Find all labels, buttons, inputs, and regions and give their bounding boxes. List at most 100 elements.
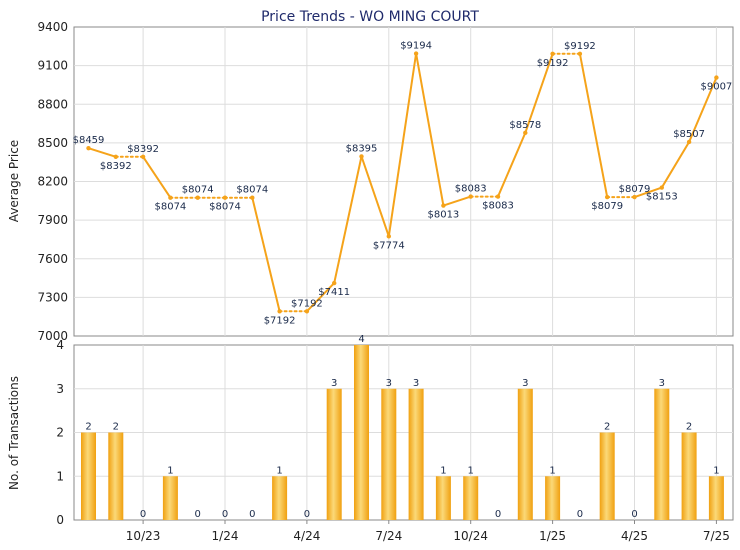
transaction-bar <box>545 476 561 520</box>
transaction-count-label: 3 <box>386 378 392 389</box>
transaction-bar <box>354 345 369 520</box>
transaction-bar <box>81 432 96 520</box>
transaction-bar <box>654 388 670 520</box>
transaction-count-label: 1 <box>167 465 173 476</box>
x-tick-label: 10/24 <box>453 529 488 543</box>
transaction-count-label: 3 <box>522 378 528 389</box>
price-y-tick-label: 8500 <box>37 136 68 150</box>
price-y-tick-label: 8200 <box>37 175 68 189</box>
price-point <box>659 185 664 190</box>
price-point <box>140 154 146 159</box>
price-series-points <box>86 51 719 314</box>
transaction-count-label: 1 <box>440 465 446 476</box>
transaction-bar <box>408 388 424 520</box>
price-point <box>714 75 719 80</box>
price-line-segment <box>524 52 554 134</box>
price-data-label: $8083 <box>455 184 487 195</box>
price-point <box>523 130 528 136</box>
transaction-bar <box>517 388 533 520</box>
transactions-bar-panel: 0 1 2 3 4 No. of Transactions 2 2 0 1 0 0 0 1 0 3 4 3 3 1… <box>7 334 734 543</box>
x-tick-label: 1/24 <box>212 529 239 543</box>
transaction-count-label: 0 <box>304 509 310 520</box>
transaction-count-label: 4 <box>358 334 364 345</box>
transaction-count-label: 3 <box>659 378 665 389</box>
price-point <box>468 194 473 199</box>
price-line-panel: 7000 7300 7600 7900 8200 8500 8800 9100 9400 Ave… <box>7 20 734 343</box>
price-line-segment <box>387 52 418 238</box>
price-y-tick-label: 7300 <box>37 290 68 304</box>
price-data-label: $8578 <box>509 120 541 131</box>
transaction-count-label: 0 <box>140 509 146 520</box>
price-y-tick-label: 7900 <box>37 213 68 227</box>
price-point <box>386 234 391 239</box>
price-line-segment <box>688 76 718 143</box>
price-point <box>332 280 337 286</box>
x-axis-ticks: 10/23 1/24 4/24 7/24 10/24 1/25 4/25 7/25 <box>126 520 730 543</box>
transactions-y-tick-label: 0 <box>56 513 64 527</box>
x-tick-label: 4/25 <box>621 529 648 543</box>
transaction-count-label: 1 <box>549 465 555 476</box>
x-tick-label: 4/24 <box>293 529 320 543</box>
price-point <box>250 195 255 200</box>
price-line-segment <box>442 195 472 207</box>
price-point <box>195 195 200 200</box>
price-data-label: $9194 <box>400 41 432 52</box>
price-data-label: $8074 <box>154 202 186 213</box>
price-line-segment <box>251 196 281 313</box>
price-y-tick-label: 7600 <box>37 252 68 266</box>
transactions-y-tick-label: 3 <box>56 382 64 396</box>
price-data-label: $7774 <box>373 240 405 251</box>
price-data-label: $8013 <box>427 210 459 221</box>
transactions-y-axis-ticks: 0 1 2 3 4 <box>56 338 64 527</box>
transaction-bar <box>435 476 451 520</box>
transaction-count-label: 2 <box>686 422 692 433</box>
price-point <box>550 51 555 56</box>
price-line-segment <box>87 147 117 158</box>
price-y-tick-label: 7000 <box>37 329 68 343</box>
price-data-label: $8074 <box>182 185 214 196</box>
price-point <box>686 139 692 145</box>
x-tick-label: 7/25 <box>703 529 730 543</box>
price-line-segment <box>142 155 172 199</box>
price-point <box>359 154 364 159</box>
price-data-labels: $8459 $8392 $8392 $8074 $8074 $8074 $8074 $7192… <box>73 41 733 327</box>
price-y-axis-ticks: 7000 7300 7600 7900 8200 8500 8800 9100 9400 <box>37 20 68 343</box>
price-data-label: $8459 <box>73 135 105 146</box>
price-point <box>495 194 501 199</box>
chart-title: Price Trends - WO MING COURT <box>261 9 479 25</box>
transaction-count-label: 0 <box>222 509 228 520</box>
price-data-label: $8079 <box>591 201 623 212</box>
price-point <box>441 203 446 208</box>
transaction-count-label: 3 <box>331 378 337 389</box>
price-point <box>577 51 583 56</box>
price-point <box>168 195 173 200</box>
price-data-label: $7192 <box>264 315 296 326</box>
price-data-label: $8074 <box>236 185 268 196</box>
price-y-tick-label: 9100 <box>37 59 68 73</box>
price-data-label: $8083 <box>482 201 514 212</box>
transaction-count-label: 0 <box>195 509 201 520</box>
price-line-segment <box>578 52 609 199</box>
price-point <box>413 51 419 56</box>
transaction-bar <box>599 432 615 520</box>
price-line-segment <box>305 282 336 313</box>
transaction-count-label: 2 <box>113 422 119 433</box>
transaction-count-label: 3 <box>413 378 419 389</box>
transaction-count-label: 1 <box>468 465 474 476</box>
price-line-segment <box>633 186 663 199</box>
price-data-label: $9192 <box>537 58 569 69</box>
price-gridlines <box>74 27 733 336</box>
transaction-count-label: 0 <box>249 509 255 520</box>
transaction-bar <box>108 432 124 520</box>
transaction-count-label: 1 <box>276 465 282 476</box>
transaction-count-label: 2 <box>604 422 610 433</box>
transactions-y-tick-label: 4 <box>56 338 64 352</box>
transaction-bar <box>381 388 397 520</box>
price-data-label: $8395 <box>346 143 378 154</box>
price-data-label: $8074 <box>209 202 241 213</box>
transaction-count-label: 2 <box>85 422 91 433</box>
price-point <box>632 194 637 200</box>
price-series-line <box>87 52 718 313</box>
transactions-bars <box>81 345 724 520</box>
